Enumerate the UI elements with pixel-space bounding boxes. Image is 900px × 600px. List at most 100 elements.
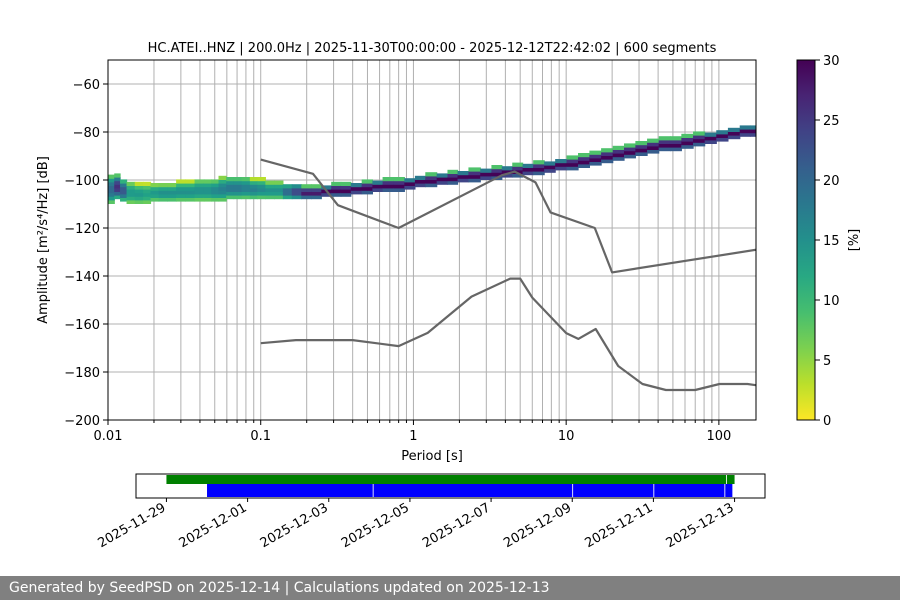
heat-cell bbox=[658, 136, 671, 141]
heat-cell bbox=[176, 193, 186, 198]
heat-cell bbox=[211, 190, 220, 195]
heat-cell bbox=[457, 174, 470, 179]
heat-cell bbox=[589, 161, 602, 166]
heat-cell bbox=[739, 125, 751, 130]
heat-cell bbox=[340, 181, 352, 186]
colorbar-gradient bbox=[797, 60, 815, 420]
heat-cell bbox=[340, 192, 352, 197]
heat-cell bbox=[635, 141, 648, 146]
heat-cell bbox=[126, 189, 136, 194]
psd-span-bar bbox=[654, 484, 725, 497]
heat-cell bbox=[291, 195, 302, 200]
heat-cell bbox=[211, 186, 220, 191]
heat-cell bbox=[203, 183, 212, 188]
heat-cell bbox=[211, 183, 220, 188]
heat-cell bbox=[265, 187, 275, 192]
psd-span-bar bbox=[573, 484, 654, 497]
heat-cell bbox=[727, 135, 741, 140]
heat-cell bbox=[134, 199, 144, 204]
heat-cell bbox=[436, 177, 449, 182]
heat-cell bbox=[233, 187, 243, 192]
colorbar-tick-label: 20 bbox=[823, 174, 840, 189]
heat-cell bbox=[120, 193, 128, 198]
heat-cell bbox=[404, 185, 416, 190]
heat-cell bbox=[134, 189, 144, 194]
x-axis-label: Period [s] bbox=[401, 449, 463, 464]
heat-cell bbox=[120, 197, 128, 202]
heat-cell bbox=[512, 173, 524, 178]
heat-cell bbox=[647, 138, 660, 143]
heat-cell bbox=[533, 167, 545, 172]
y-axis-label: Amplitude [m²/s⁴/Hz] [dB] bbox=[36, 156, 51, 324]
heat-cell bbox=[693, 131, 706, 136]
heat-cell bbox=[249, 187, 258, 192]
heat-cell bbox=[749, 125, 756, 130]
heat-cell bbox=[601, 155, 614, 160]
heat-cell bbox=[425, 172, 438, 177]
heat-cell bbox=[480, 175, 493, 180]
heat-cell bbox=[108, 181, 115, 186]
heat-cell bbox=[727, 127, 741, 132]
heat-cell bbox=[249, 180, 258, 185]
heat-cell bbox=[501, 166, 513, 171]
heat-cell bbox=[114, 187, 121, 192]
heat-cell bbox=[194, 179, 205, 184]
heat-cell bbox=[257, 191, 266, 196]
colorbar-tick-label: 5 bbox=[823, 354, 831, 369]
heat-cell bbox=[716, 137, 729, 142]
heat-cell bbox=[274, 180, 284, 185]
heat-cell bbox=[108, 189, 115, 194]
heat-cell bbox=[589, 150, 602, 155]
heat-cell bbox=[143, 185, 152, 190]
heat-cell bbox=[647, 149, 660, 154]
y-tick-label: −140 bbox=[64, 270, 100, 285]
heat-cell bbox=[647, 145, 660, 150]
heat-cell bbox=[194, 190, 205, 195]
heat-cell bbox=[669, 147, 682, 152]
heat-cell bbox=[382, 180, 394, 185]
chart-title: HC.ATEI..HNZ | 200.0Hz | 2025-11-30T00:0… bbox=[148, 41, 717, 56]
heat-cell bbox=[693, 138, 706, 143]
heat-cell bbox=[203, 193, 212, 198]
heat-cell bbox=[249, 191, 258, 196]
heat-cell bbox=[311, 187, 322, 192]
heat-cell bbox=[361, 179, 373, 184]
heat-cell bbox=[350, 183, 363, 188]
heat-cell bbox=[241, 187, 251, 192]
heat-cell bbox=[425, 175, 438, 180]
heat-cell bbox=[414, 175, 426, 180]
heat-cell bbox=[447, 177, 459, 182]
colorbar-tick-label: 0 bbox=[823, 414, 831, 429]
heat-cell bbox=[480, 172, 493, 177]
heat-cell bbox=[669, 143, 682, 148]
heat-cell bbox=[114, 191, 121, 196]
heat-cell bbox=[108, 178, 115, 183]
psd-span-bar bbox=[373, 484, 573, 497]
heat-cell bbox=[226, 180, 235, 185]
heat-cell bbox=[114, 177, 121, 182]
heat-cell bbox=[274, 187, 284, 192]
heat-cell bbox=[167, 183, 177, 188]
heat-cell bbox=[578, 156, 590, 161]
heat-cell bbox=[194, 183, 205, 188]
heat-cell bbox=[623, 150, 636, 155]
heat-cell bbox=[681, 137, 694, 142]
heat-cell bbox=[425, 179, 438, 184]
heat-cell bbox=[578, 160, 590, 165]
grid-lines bbox=[107, 60, 756, 420]
heat-cell bbox=[681, 144, 694, 149]
heat-cell bbox=[612, 156, 625, 161]
heat-cell bbox=[669, 139, 682, 144]
heat-cell bbox=[143, 196, 152, 201]
heat-cell bbox=[612, 149, 625, 154]
heat-cell bbox=[382, 187, 394, 192]
heat-cell bbox=[372, 180, 384, 185]
heat-cell bbox=[623, 147, 636, 152]
heat-cell bbox=[601, 159, 614, 164]
heat-cell bbox=[414, 179, 426, 184]
heat-cell bbox=[194, 186, 205, 191]
heat-cell bbox=[265, 184, 275, 189]
heat-cell bbox=[350, 186, 363, 191]
heat-cell bbox=[393, 177, 405, 182]
heat-cell bbox=[134, 192, 144, 197]
